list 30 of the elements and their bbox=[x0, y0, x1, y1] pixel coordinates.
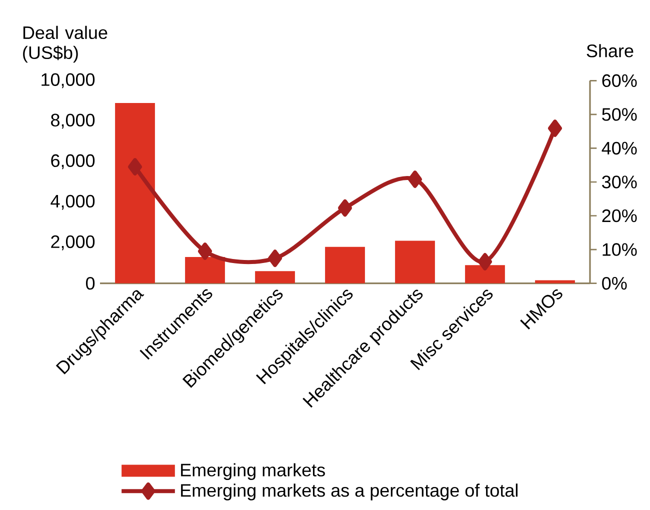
y-tick-label: 4,000 bbox=[50, 194, 95, 210]
y2-tick-label: 10% bbox=[602, 243, 637, 256]
point bbox=[408, 170, 422, 188]
bar bbox=[185, 256, 225, 284]
y-tick-label: 6,000 bbox=[51, 154, 95, 170]
legend-label: Emerging markets bbox=[181, 463, 325, 480]
y-tick-label: 2,000 bbox=[51, 235, 95, 250]
y2-tick-label: 30% bbox=[602, 176, 637, 188]
bar bbox=[325, 246, 365, 284]
legend-label: Emerging markets as a percentage of total bbox=[181, 484, 518, 500]
bar bbox=[255, 271, 295, 284]
y2-axis-title: Share bbox=[586, 44, 634, 58]
y-tick-label: 10,000 bbox=[42, 73, 95, 88]
y-axis-title: Deal value (US$b) bbox=[23, 26, 108, 63]
point bbox=[478, 253, 492, 270]
y2-tick-label: 60% bbox=[602, 74, 637, 88]
point bbox=[198, 242, 212, 260]
bar bbox=[465, 265, 505, 284]
y2-tick-label: 20% bbox=[602, 209, 637, 222]
point bbox=[548, 120, 562, 137]
y2-tick-label: 0% bbox=[602, 276, 627, 290]
y2-tick-label: 40% bbox=[602, 142, 637, 155]
point bbox=[128, 158, 142, 176]
y2-tick-label: 50% bbox=[602, 108, 637, 121]
y-tick-label: 8,000 bbox=[51, 114, 95, 129]
bar bbox=[395, 240, 435, 284]
y-tick-label: 0 bbox=[86, 276, 95, 290]
point bbox=[268, 250, 282, 267]
point bbox=[338, 199, 352, 217]
bar bbox=[115, 102, 155, 284]
